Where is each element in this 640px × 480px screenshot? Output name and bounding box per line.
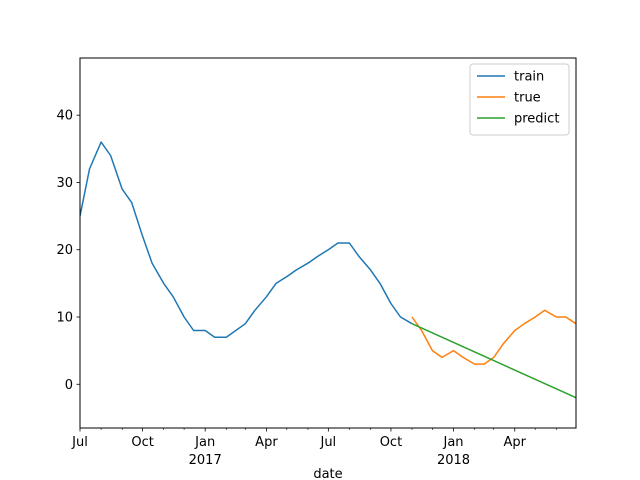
x-tick-label-2017-07-01: Jul (319, 435, 336, 450)
x-tick-label-2017-04-01: Apr (255, 435, 278, 450)
y-tick-label-10: 10 (56, 311, 73, 326)
legend-label-predict: predict (514, 112, 559, 127)
series-line-true (411, 309, 576, 365)
x-year-label-2017: 2017 (189, 453, 222, 468)
y-tick-label-30: 30 (56, 176, 73, 191)
x-tick-label-2016-07-01: Jul (71, 435, 88, 450)
x-axis-label: date (313, 467, 342, 480)
x-tick-label-2018-04-01: Apr (504, 435, 527, 450)
y-tick-label-0: 0 (65, 378, 73, 393)
x-tick-label-2018-01-01: Jan (443, 435, 464, 450)
legend-label-train: train (514, 70, 544, 85)
x-tick-label-2017-10-01: Oct (380, 435, 402, 450)
x-axis: Jul Oct Jan 2017 Apr Jul Oct Jan 2018 Apr (71, 428, 557, 468)
y-axis: 0 10 20 30 40 (56, 109, 80, 393)
x-year-label-2018: 2018 (437, 453, 470, 468)
series-line-predict (411, 323, 576, 399)
y-tick-label-40: 40 (56, 109, 73, 124)
x-tick-label-2017-01-01: Jan (194, 435, 215, 450)
series-layer (80, 141, 576, 399)
y-tick-label-20: 20 (56, 243, 73, 258)
series-line-train (80, 141, 413, 338)
legend-label-true: true (514, 91, 541, 106)
x-tick-label-2016-10-01: Oct (131, 435, 153, 450)
legend: train true predict (469, 63, 570, 136)
